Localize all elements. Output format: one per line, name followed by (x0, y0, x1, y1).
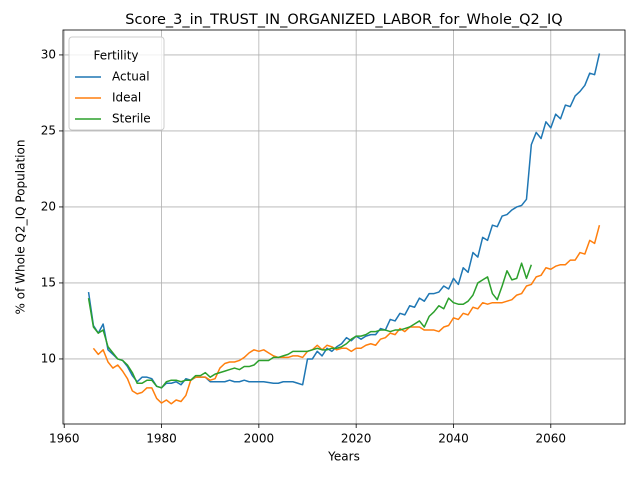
legend-label: Ideal (112, 91, 141, 105)
y-tick-label: 30 (41, 47, 56, 61)
legend-label: Sterile (112, 112, 151, 126)
y-tick-label: 20 (41, 199, 56, 213)
legend: Fertility Actual Ideal Sterile (68, 36, 165, 131)
y-tick-label: 25 (41, 123, 56, 137)
x-tick-label: 2060 (536, 432, 567, 446)
y-tick-label: 10 (41, 351, 56, 365)
legend-box (68, 36, 165, 131)
x-tick-label: 1980 (146, 432, 177, 446)
plot-area (87, 53, 601, 405)
data-line (92, 224, 601, 405)
data-line (87, 53, 601, 389)
legend-title: Fertility (93, 49, 138, 63)
grid (63, 30, 625, 424)
x-tick-label: 2000 (244, 432, 275, 446)
chart-title: Score_3_in_TRUST_IN_ORGANIZED_LABOR_for_… (125, 12, 562, 28)
x-tick-label: 2020 (341, 432, 372, 446)
y-tick-label: 15 (41, 275, 56, 289)
x-tick-label: 1960 (49, 432, 80, 446)
axes-frame (62, 29, 626, 425)
x-axis-label: Years (327, 450, 360, 464)
x-tick-label: 2040 (438, 432, 469, 446)
legend-label: Actual (112, 70, 150, 84)
data-line (87, 262, 533, 389)
y-axis-label: % of Whole Q2_IQ Population (14, 140, 28, 315)
